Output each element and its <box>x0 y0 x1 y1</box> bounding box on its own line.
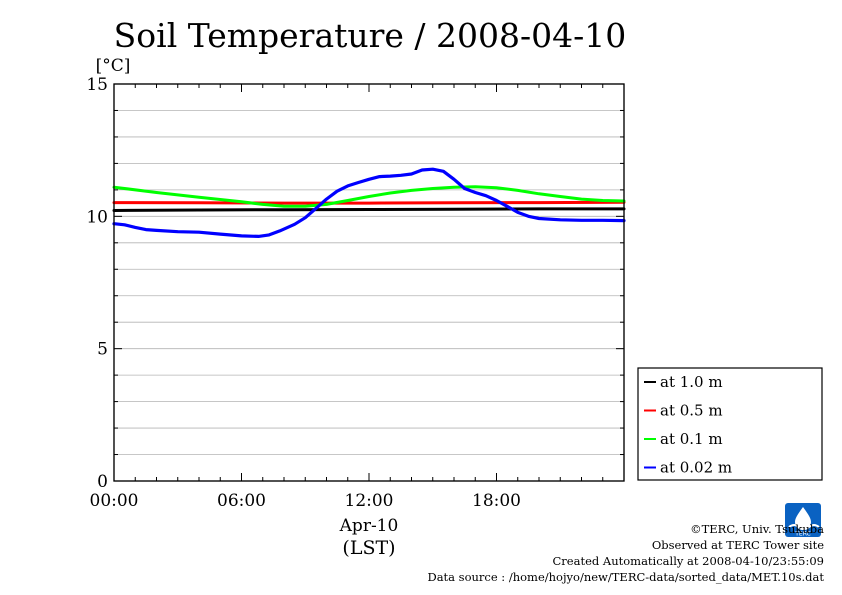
y-axis: 0 5 10 15 <box>86 75 624 492</box>
x-tick-label: 12:00 <box>345 491 394 511</box>
x-tick-label: 18:00 <box>472 491 521 511</box>
y-tick-label: 10 <box>86 207 108 227</box>
footer-site: Observed at TERC Tower site <box>651 538 824 552</box>
x-tick-label: 00:00 <box>90 491 139 511</box>
footer: ©TERC, Univ. Tsukuba Observed at TERC To… <box>427 521 824 585</box>
x-tick-label: 06:00 <box>217 491 266 511</box>
chart-title: Soil Temperature / 2008-04-10 <box>114 16 627 55</box>
x-axis: 00:00 06:00 12:00 18:00 <box>90 84 625 511</box>
legend-label: at 1.0 m <box>660 373 723 391</box>
series-line <box>112 167 626 238</box>
x-axis-sublabel: (LST) <box>342 537 395 559</box>
legend-box <box>637 367 823 481</box>
series-line <box>112 185 626 208</box>
legend-label: at 0.1 m <box>660 430 723 448</box>
plot-frame <box>113 83 625 482</box>
y-tick-label: 15 <box>86 75 108 95</box>
legend: at 1.0 m at 0.5 m at 0.1 m at 0.02 m <box>637 367 823 481</box>
footer-created: Created Automatically at 2008-04-10/23:5… <box>552 554 825 568</box>
terc-logo-icon: TERC <box>785 503 821 538</box>
logo-text: TERC <box>794 531 811 538</box>
footer-copyright: ©TERC, Univ. Tsukuba <box>690 522 824 536</box>
plot-area <box>112 83 626 482</box>
grid-lines <box>114 110 624 455</box>
series-lines <box>112 167 626 238</box>
footer-source: Data source : /home/hojyo/new/TERC-data/… <box>427 570 824 584</box>
legend-label: at 0.02 m <box>660 459 732 477</box>
x-axis-label: Apr-10 <box>339 516 399 536</box>
y-tick-label: 5 <box>97 340 108 360</box>
series-line <box>112 200 626 205</box>
y-tick-label: 0 <box>97 472 108 492</box>
legend-label: at 0.5 m <box>660 402 723 420</box>
series-line <box>112 207 626 212</box>
y-axis-label: [°C] <box>96 56 131 76</box>
